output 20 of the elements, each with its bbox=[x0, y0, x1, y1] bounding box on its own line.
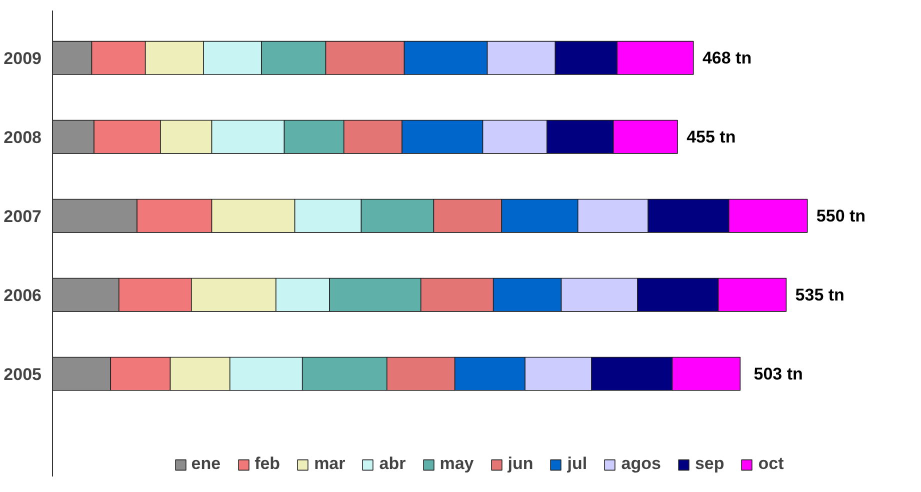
y-tick-label: 2005 bbox=[4, 364, 42, 384]
legend-label: feb bbox=[254, 454, 280, 474]
legend-label: jul bbox=[567, 454, 588, 474]
legend-label: oct bbox=[758, 454, 784, 474]
annotation: 550 tn bbox=[816, 206, 866, 226]
annotation: 455 tn bbox=[686, 127, 736, 146]
legend-label: jun bbox=[508, 454, 534, 474]
legend-label: mar bbox=[314, 454, 346, 474]
y-tick-label: 2008 bbox=[4, 128, 42, 147]
legend-label: ene bbox=[191, 454, 221, 474]
legend-label: sep bbox=[694, 454, 724, 474]
legend-label: agos bbox=[621, 454, 661, 474]
annotation: 503 tn bbox=[754, 364, 803, 384]
annotation: 535 tn bbox=[795, 285, 844, 304]
y-tick-label: 2006 bbox=[4, 286, 42, 305]
y-tick-label: 2007 bbox=[4, 206, 42, 226]
legend-label: abr bbox=[379, 454, 406, 474]
y-tick-label: 2009 bbox=[4, 48, 42, 68]
annotation: 468 tn bbox=[702, 48, 752, 68]
legend-label: may bbox=[440, 454, 474, 474]
